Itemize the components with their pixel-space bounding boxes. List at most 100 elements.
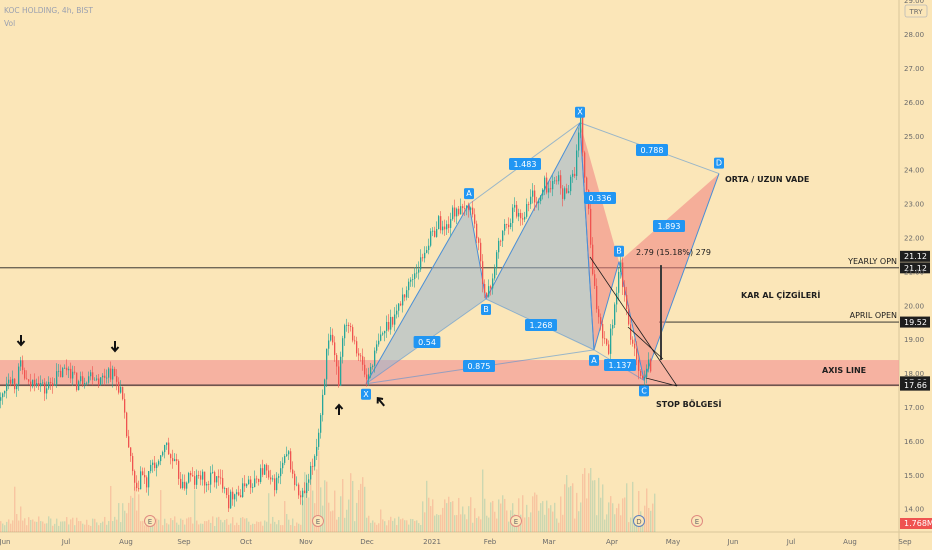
candle-body	[358, 353, 360, 356]
yearly-extra-tag	[900, 250, 930, 262]
currency-badge[interactable]	[904, 4, 928, 18]
volume-bar	[382, 519, 384, 532]
candle-body	[562, 188, 564, 199]
volume-bar	[56, 518, 58, 532]
volume-bar	[90, 525, 92, 532]
volume-bar	[392, 520, 394, 532]
volume-bar	[432, 499, 434, 532]
volume-bar	[442, 507, 444, 532]
candle-body	[322, 394, 324, 416]
candle-body	[580, 115, 582, 133]
candle-body	[542, 189, 544, 196]
price-line-tag	[900, 262, 930, 274]
price-line-name: APRIL OPEN	[850, 311, 897, 320]
event-marker[interactable]	[633, 515, 645, 527]
candle-body	[164, 445, 166, 453]
volume-bar	[630, 517, 632, 532]
event-marker[interactable]	[312, 515, 324, 527]
pattern2-ratio-label-box	[604, 359, 636, 371]
volume-bar	[620, 515, 622, 532]
candle-body	[378, 340, 380, 345]
annotation-orta-uzun-vade: ORTA / UZUN VADE	[725, 175, 809, 184]
volume-bar	[236, 522, 238, 532]
candle-body	[240, 495, 242, 498]
pattern2-point-label: A	[591, 356, 597, 365]
volume-bar	[368, 515, 370, 532]
volume-bar	[310, 469, 312, 532]
volume-bars: 1.768M	[0, 451, 932, 532]
pattern1-point-label: A	[466, 189, 472, 198]
volume-bar	[568, 487, 570, 532]
event-marker[interactable]	[691, 515, 703, 527]
volume-bar	[480, 519, 482, 532]
candle-body	[316, 446, 318, 457]
candle-body	[8, 379, 10, 384]
volume-bar	[98, 525, 100, 532]
volume-bar	[372, 520, 374, 532]
volume-bar	[146, 520, 148, 532]
volume-bar	[318, 451, 320, 532]
volume-bar	[130, 495, 132, 532]
candle-body	[574, 173, 576, 177]
candle-body	[442, 226, 444, 231]
volume-bar	[362, 477, 364, 532]
candle-body	[156, 464, 158, 469]
candle-body	[558, 175, 560, 182]
currency-label: TRY	[909, 8, 924, 16]
arrow-head	[334, 403, 344, 410]
volume-bar	[608, 502, 610, 532]
candle-body	[368, 374, 370, 380]
volume-bar	[142, 520, 144, 532]
candle-body	[20, 360, 22, 367]
volume-bar	[262, 525, 264, 532]
candle-body	[222, 478, 224, 489]
candle-body	[516, 204, 518, 217]
candle-body	[526, 204, 528, 217]
volume-bar	[78, 521, 80, 532]
candle-body	[74, 371, 76, 373]
candle-body	[546, 177, 548, 193]
candle-body	[66, 367, 68, 371]
candle-body	[364, 364, 366, 375]
arrow-icon	[110, 341, 120, 353]
candle-body	[424, 252, 426, 259]
arrow-icon	[376, 397, 385, 407]
volume-bar	[412, 519, 414, 532]
event-marker[interactable]	[510, 515, 522, 527]
volume-bar	[414, 520, 416, 532]
candle-body	[428, 245, 430, 251]
volume-bar	[30, 519, 32, 532]
volume-value-tag	[900, 518, 932, 529]
volume-bar	[18, 520, 20, 532]
candle-body	[584, 152, 586, 178]
candle-body	[36, 382, 38, 386]
candle-body	[6, 383, 8, 391]
candle-body	[70, 368, 72, 379]
y-tick-label: 24.00	[904, 167, 924, 175]
candle-body	[178, 460, 180, 479]
volume-bar	[300, 524, 302, 532]
volume-bar	[86, 519, 88, 532]
volume-bar	[286, 513, 288, 532]
candle-body	[628, 309, 630, 325]
volume-bar	[8, 519, 10, 532]
candle-body	[486, 292, 488, 297]
volume-bar	[386, 525, 388, 532]
volume-bar	[494, 511, 496, 532]
event-marker[interactable]	[144, 515, 156, 527]
volume-bar	[12, 520, 14, 532]
candle-body	[116, 376, 118, 382]
volume-bar	[384, 521, 386, 532]
candle-body	[180, 478, 182, 488]
candle-body	[618, 271, 620, 293]
volume-bar	[308, 497, 310, 532]
candle-body	[230, 491, 232, 509]
pattern2-ratio-label: 1.893	[658, 222, 681, 231]
volume-bar	[584, 468, 586, 532]
x-tick-label: Nov	[299, 538, 313, 546]
candle-body	[142, 471, 144, 475]
candle-body	[360, 355, 362, 357]
pattern2-point-label: C	[641, 386, 647, 395]
volume-bar	[42, 521, 44, 532]
